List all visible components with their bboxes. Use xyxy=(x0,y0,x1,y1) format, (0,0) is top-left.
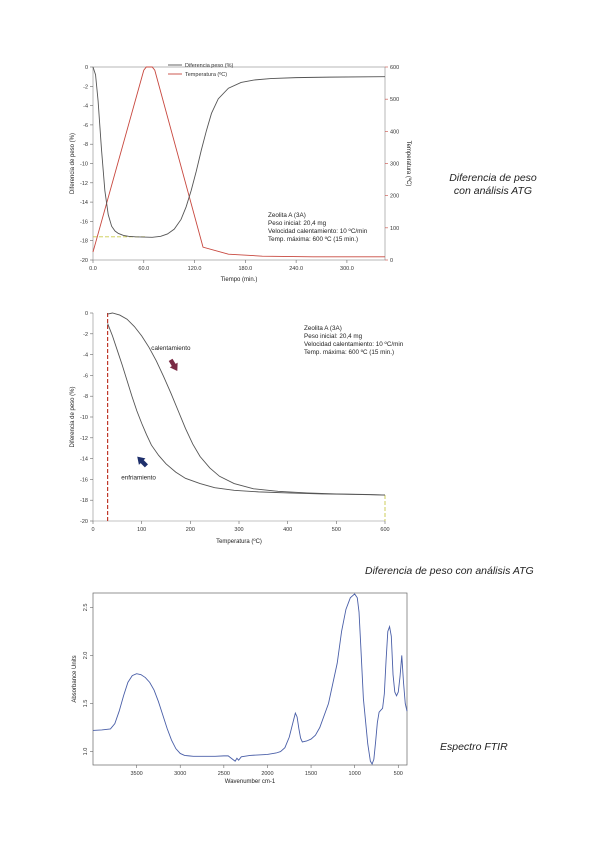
arrow-calentamiento xyxy=(168,358,178,371)
annotation-line: Temp. máxima: 600 ºC (15 min.) xyxy=(268,236,358,243)
y-tick-label: -16 xyxy=(80,477,88,483)
plot-area-frame xyxy=(92,592,408,766)
y-tick-label: 2.5 xyxy=(83,604,89,612)
y2-tick-label: 0 xyxy=(390,258,393,264)
y-tick-label: -4 xyxy=(83,104,88,110)
x-tick-label: 180.0 xyxy=(238,266,252,272)
y-tick-label: -18 xyxy=(80,498,88,504)
annotation-line: Velocidad calentamiento: 10 ºC/min xyxy=(268,228,368,235)
x-tick-label: 500 xyxy=(394,771,403,777)
series-line-calentamiento xyxy=(107,312,386,496)
annotation-line: Peso inicial: 20,4 mg xyxy=(268,220,327,227)
y-tick-label: -6 xyxy=(83,373,88,379)
series-line-ftir xyxy=(92,593,408,766)
tga-temperature-chart: 0-2-4-6-8-10-12-14-16-18-200 100 200 300 400… xyxy=(70,311,404,545)
x-axis-label: Tiempo (min.) xyxy=(221,277,258,283)
series-line-temperatura xyxy=(92,66,385,258)
x-tick-label: 0.0 xyxy=(89,266,97,272)
x-tick-label: 0 xyxy=(91,527,94,533)
caption-atg-1: Diferencia de peso con análisis ATG xyxy=(433,172,553,198)
y-tick-label: -20 xyxy=(80,519,88,525)
y-tick-label: -8 xyxy=(83,142,88,148)
arrow-label-calentamiento: calentamiento xyxy=(151,345,191,352)
x-tick-label: 2000 xyxy=(261,771,273,777)
annotation-line: Temp. máxima: 600 ºC (15 min.) xyxy=(304,349,394,356)
y2-tick-label: 400 xyxy=(390,129,399,135)
y-axis-label: Diferencia de peso (%) xyxy=(70,133,76,194)
x-tick-label: 240.0 xyxy=(289,266,303,272)
y-tick-label: -18 xyxy=(80,239,88,245)
series-line-enfriamiento xyxy=(107,323,386,496)
caption-ftir: Espectro FTIR xyxy=(440,741,508,753)
x-tick-label: 300 xyxy=(234,527,243,533)
y-tick-label: -14 xyxy=(80,200,88,206)
x-axis-label: Wavenumber cm-1 xyxy=(225,779,276,785)
y-tick-label: -10 xyxy=(80,162,88,168)
y-tick-label: 1.0 xyxy=(83,748,89,756)
y-tick-label: -10 xyxy=(80,415,88,421)
y-tick-label: -8 xyxy=(83,394,88,400)
annotation-line: Zeolita A (3A) xyxy=(268,212,306,219)
y-tick-label: -2 xyxy=(83,84,88,90)
caption-atg-2: Diferencia de peso con análisis ATG xyxy=(365,565,534,577)
y2-tick-label: 100 xyxy=(390,226,399,232)
y2-tick-label: 600 xyxy=(390,65,399,71)
ftir-spectrum-chart: 1.0 1.5 2.0 2.5 3500 3000 2500 2000 1500 1000 500 W… xyxy=(72,592,408,785)
y-tick-label: -4 xyxy=(83,353,88,359)
y-tick-label: -12 xyxy=(80,436,88,442)
y2-axis-label: Temperatura (ºC) xyxy=(405,141,412,187)
x-tick-label: 120.0 xyxy=(188,266,202,272)
y-tick-label: -12 xyxy=(80,181,88,187)
y-tick-label: 1.5 xyxy=(83,700,89,708)
y-tick-label: 0 xyxy=(85,311,88,317)
annotation-line: Peso inicial: 20,4 mg xyxy=(304,333,363,340)
y-tick-label: 2.0 xyxy=(83,652,89,660)
series-line-diferencia-peso xyxy=(92,66,386,238)
x-axis-label: Temperatura (ºC) xyxy=(216,538,262,545)
x-tick-label: 1500 xyxy=(305,771,317,777)
arrow-label-enfriamiento: enfriamiento xyxy=(121,475,156,482)
caption-atg-1-line1: Diferencia de peso xyxy=(449,172,537,184)
x-tick-label: 400 xyxy=(283,527,292,533)
legend-label-diferencia-peso: Diferencia peso (%) xyxy=(185,63,233,69)
x-tick-label: 600 xyxy=(380,527,389,533)
x-tick-label: 3500 xyxy=(130,771,142,777)
y2-tick-label: 200 xyxy=(390,194,399,200)
y-tick-label: -6 xyxy=(83,123,88,129)
x-tick-label: 60.0 xyxy=(138,266,149,272)
x-tick-label: 1000 xyxy=(349,771,361,777)
arrow-enfriamiento xyxy=(137,456,148,468)
y-tick-label: 0 xyxy=(85,65,88,71)
x-tick-label: 500 xyxy=(332,527,341,533)
y-axis-label: Diferencia de peso (%) xyxy=(70,386,76,447)
y-tick-label: -2 xyxy=(83,332,88,338)
tga-time-chart: 0 -2 -4 -6 -8 -10 -12 -14 -16 -18 -20 0 100 200 300 400… xyxy=(70,63,412,283)
y-axis-label: Absorbance Units xyxy=(72,655,78,702)
caption-atg-1-line2: con análisis ATG xyxy=(453,185,533,197)
legend-label-temperatura: Temperatura (ºC) xyxy=(185,71,227,78)
x-tick-label: 2500 xyxy=(218,771,230,777)
annotation-line: Zeolita A (3A) xyxy=(304,325,342,332)
y2-tick-label: 300 xyxy=(390,162,399,168)
x-tick-label: 3000 xyxy=(174,771,186,777)
x-tick-label: 100 xyxy=(137,527,146,533)
x-tick-label: 200 xyxy=(186,527,195,533)
y-tick-label: -16 xyxy=(80,219,88,225)
y-tick-label: -14 xyxy=(80,457,88,463)
y-tick-label: -20 xyxy=(80,258,88,264)
annotation-line: Velocidad calentamiento: 10 ºC/min xyxy=(304,341,404,348)
y2-tick-label: 500 xyxy=(390,97,399,103)
x-tick-label: 300.0 xyxy=(340,266,354,272)
